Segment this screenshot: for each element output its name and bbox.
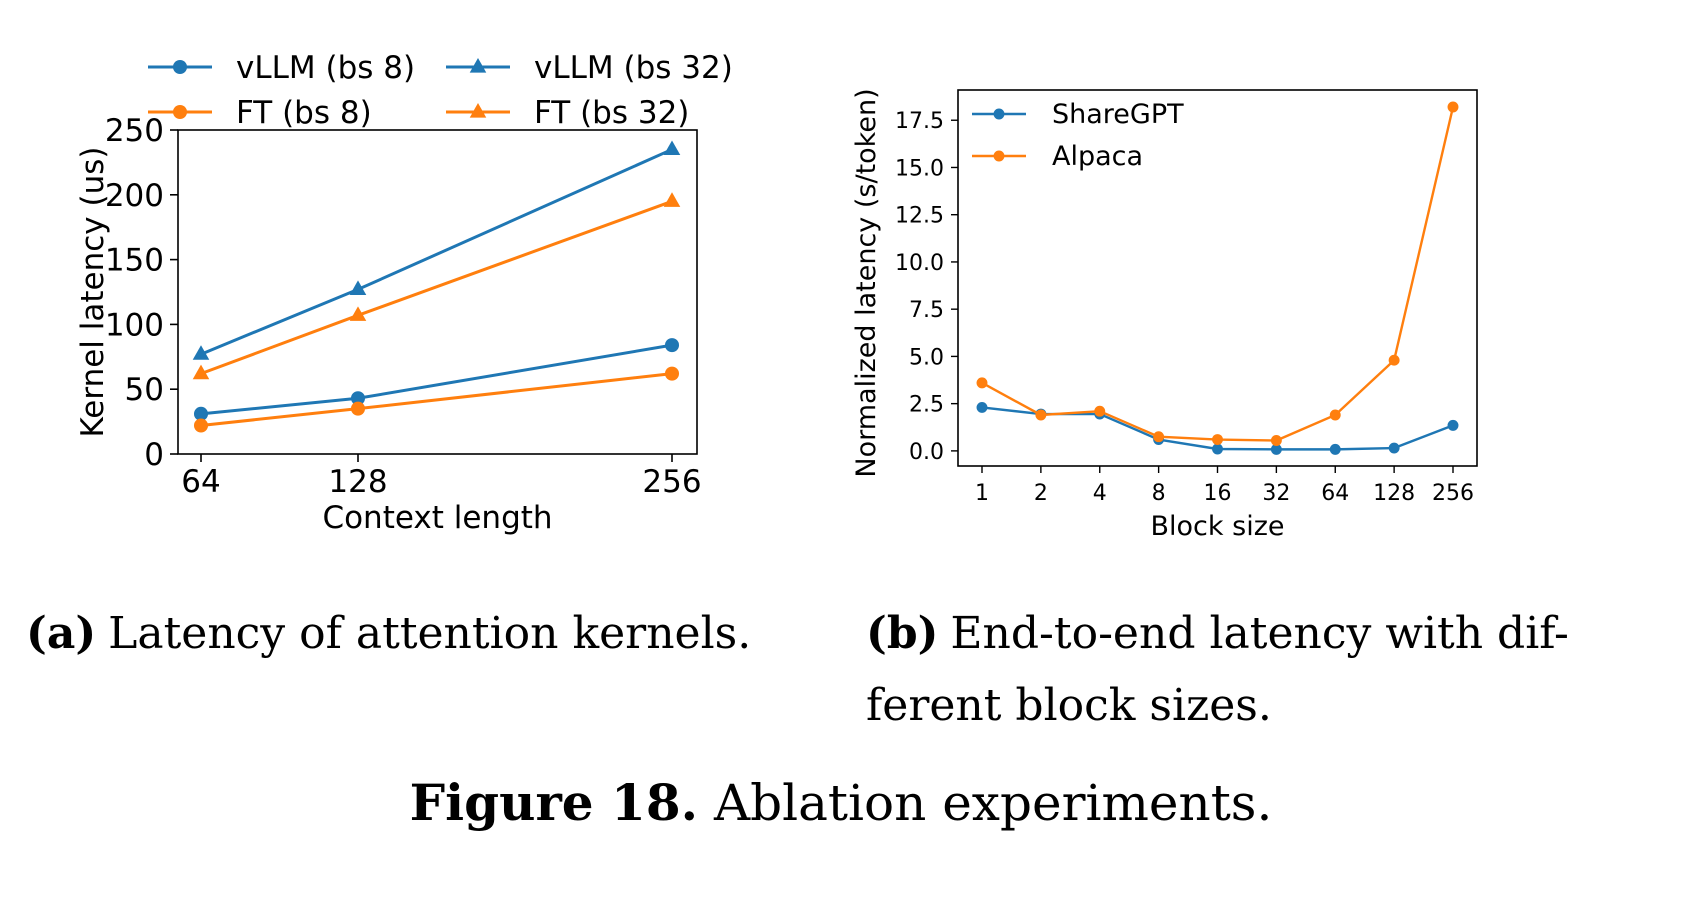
legend-marker xyxy=(172,104,188,120)
x-tick-label: 64 xyxy=(1321,481,1349,506)
figure-caption: Figure 18. Ablation experiments. xyxy=(410,773,1273,832)
series-line xyxy=(200,372,673,427)
data-point xyxy=(1212,434,1223,446)
x-tick-label: 4 xyxy=(1093,481,1107,506)
chart-b-series xyxy=(976,101,1459,455)
data-point xyxy=(664,338,680,353)
data-point xyxy=(1388,442,1400,454)
y-tick-label: 15.0 xyxy=(895,156,944,181)
y-tick-label: 0.0 xyxy=(909,440,944,465)
legend-label: FT (bs 32) xyxy=(534,95,689,131)
chart-b-y-axis-label: Normalized latency (s/token) xyxy=(851,88,882,477)
legend-label: ShareGPT xyxy=(1052,99,1184,130)
y-tick-label: 150 xyxy=(105,243,164,279)
data-point xyxy=(192,345,210,360)
data-point xyxy=(664,366,680,381)
chart-b-block-size-latency: 0.0 2.5 5.0 7.5 10.0 12.5 15.0 17.5 1 2 4 8 16 32 64 12… xyxy=(851,88,1478,542)
series-line xyxy=(200,199,673,376)
y-tick-label: 250 xyxy=(105,113,164,149)
y-tick-label: 5.0 xyxy=(909,345,944,370)
chart-a-series xyxy=(192,140,681,433)
data-point xyxy=(976,377,988,389)
caption-a-text: Latency of attention kernels. xyxy=(108,608,751,659)
y-tick-label: 50 xyxy=(125,372,164,408)
chart-a-kernel-latency: 0 50 100 150 200 250 64 128 256 Context length K… xyxy=(75,50,733,536)
x-tick-label: 8 xyxy=(1152,481,1166,506)
data-point xyxy=(1388,354,1400,366)
x-tick-label: 1 xyxy=(975,481,989,506)
data-point xyxy=(1094,405,1106,417)
data-point xyxy=(349,280,367,295)
caption-b: (b) End-to-end latency with dif- xyxy=(866,608,1569,659)
data-point xyxy=(349,306,367,321)
data-point xyxy=(193,406,209,421)
data-point xyxy=(976,401,988,413)
y-tick-label: 200 xyxy=(105,178,164,214)
chart-a-ticks: 0 50 100 150 200 250 64 128 256 xyxy=(105,113,702,500)
data-point xyxy=(1447,101,1459,113)
x-tick-label: 256 xyxy=(1432,481,1474,506)
legend-marker xyxy=(469,103,487,118)
legend-label: FT (bs 8) xyxy=(236,95,372,131)
legend-label: Alpaca xyxy=(1052,141,1143,172)
y-tick-label: 2.5 xyxy=(909,393,944,418)
data-point xyxy=(193,418,209,433)
legend-marker xyxy=(469,58,487,73)
y-tick-label: 7.5 xyxy=(909,298,944,323)
caption-a: (a) Latency of attention kernels. xyxy=(26,608,751,659)
chart-a-axes-frame xyxy=(177,129,698,455)
legend-label: vLLM (bs 32) xyxy=(534,50,733,86)
x-tick-label: 128 xyxy=(328,464,387,500)
data-point xyxy=(1153,431,1165,443)
x-tick-label: 128 xyxy=(1373,481,1415,506)
data-point xyxy=(663,192,681,207)
chart-a-x-axis-label: Context length xyxy=(322,500,552,536)
x-tick-label: 32 xyxy=(1262,481,1290,506)
legend-marker xyxy=(172,59,188,75)
series-line xyxy=(200,343,673,416)
figure-caption-label: Figure 18. xyxy=(410,773,698,832)
data-point xyxy=(192,364,210,380)
caption-a-label: (a) xyxy=(26,608,96,659)
chart-b-axes-frame xyxy=(957,89,1478,467)
x-tick-label: 256 xyxy=(642,464,701,500)
y-tick-label: 100 xyxy=(105,307,164,343)
data-point xyxy=(1329,443,1341,455)
data-point xyxy=(663,140,681,156)
y-tick-label: 10.0 xyxy=(895,251,944,276)
series-line xyxy=(200,148,673,356)
caption-b-label: (b) xyxy=(866,608,938,659)
data-point xyxy=(1270,435,1282,446)
y-tick-label: 0 xyxy=(144,437,164,473)
data-point xyxy=(1329,409,1341,421)
x-tick-label: 2 xyxy=(1034,481,1048,506)
x-tick-label: 64 xyxy=(181,464,220,500)
chart-a-legend: vLLM (bs 8) vLLM (bs 32) FT (bs 8) FT (bs 3… xyxy=(148,50,733,131)
figure-caption-text: Ablation experiments. xyxy=(713,774,1272,832)
legend-label: vLLM (bs 8) xyxy=(236,50,415,86)
data-point xyxy=(1447,419,1459,431)
chart-b-legend: ShareGPT Alpaca xyxy=(972,99,1184,172)
x-tick-label: 16 xyxy=(1204,481,1232,506)
y-tick-label: 17.5 xyxy=(895,109,944,134)
y-tick-label: 12.5 xyxy=(895,204,944,229)
legend-marker xyxy=(993,150,1005,162)
data-point xyxy=(1035,409,1047,421)
caption-b-line2: ferent block sizes. xyxy=(866,680,1272,731)
chart-b-ticks: 0.0 2.5 5.0 7.5 10.0 12.5 15.0 17.5 1 2 4 8 16 32 64 12… xyxy=(895,109,1474,506)
caption-b-text-line1: End-to-end latency with dif- xyxy=(950,608,1568,659)
data-point xyxy=(350,401,366,416)
chart-a-y-axis-label: Kernel latency (us) xyxy=(75,147,111,438)
data-point xyxy=(1270,443,1282,455)
chart-b-x-axis-label: Block size xyxy=(1151,511,1285,542)
data-point xyxy=(1212,443,1223,455)
legend-marker xyxy=(993,108,1005,120)
data-point xyxy=(350,391,366,406)
